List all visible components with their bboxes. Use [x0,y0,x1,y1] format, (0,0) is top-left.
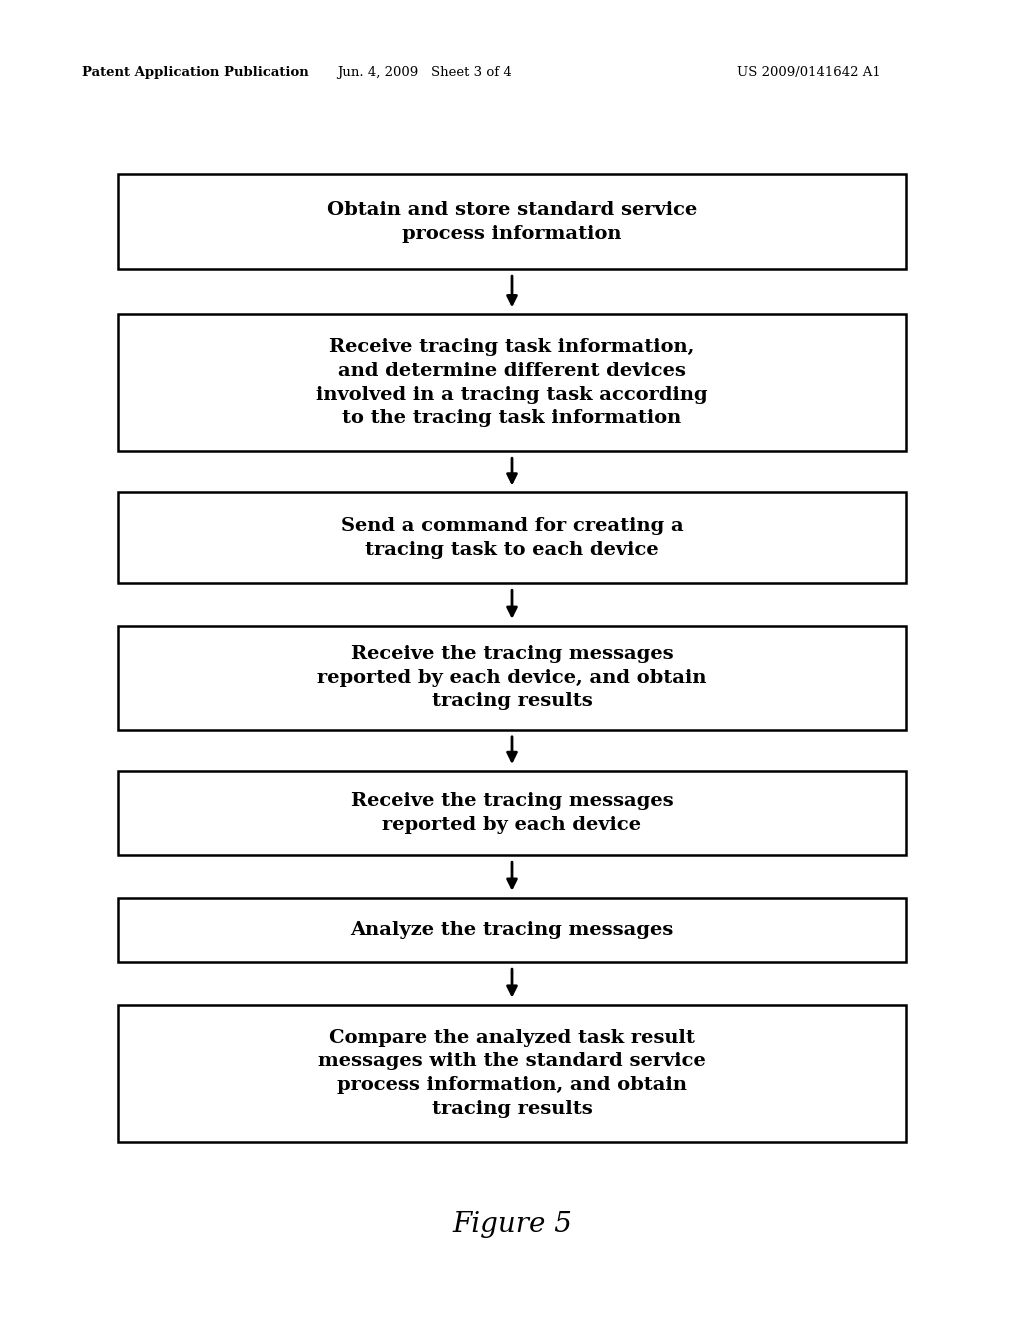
Text: Analyze the tracing messages: Analyze the tracing messages [350,921,674,939]
Text: Receive the tracing messages
reported by each device: Receive the tracing messages reported by… [350,792,674,834]
FancyBboxPatch shape [118,1005,906,1142]
Text: US 2009/0141642 A1: US 2009/0141642 A1 [737,66,881,79]
FancyBboxPatch shape [118,626,906,730]
FancyBboxPatch shape [118,898,906,962]
Text: Figure 5: Figure 5 [452,1212,572,1238]
FancyBboxPatch shape [118,771,906,855]
Text: Jun. 4, 2009   Sheet 3 of 4: Jun. 4, 2009 Sheet 3 of 4 [338,66,512,79]
Text: Receive the tracing messages
reported by each device, and obtain
tracing results: Receive the tracing messages reported by… [317,645,707,710]
Text: Patent Application Publication: Patent Application Publication [82,66,308,79]
Text: Obtain and store standard service
process information: Obtain and store standard service proces… [327,201,697,243]
Text: Send a command for creating a
tracing task to each device: Send a command for creating a tracing ta… [341,517,683,558]
Text: Compare the analyzed task result
messages with the standard service
process info: Compare the analyzed task result message… [318,1028,706,1118]
FancyBboxPatch shape [118,314,906,451]
FancyBboxPatch shape [118,174,906,269]
FancyBboxPatch shape [118,492,906,583]
Text: Receive tracing task information,
and determine different devices
involved in a : Receive tracing task information, and de… [316,338,708,428]
